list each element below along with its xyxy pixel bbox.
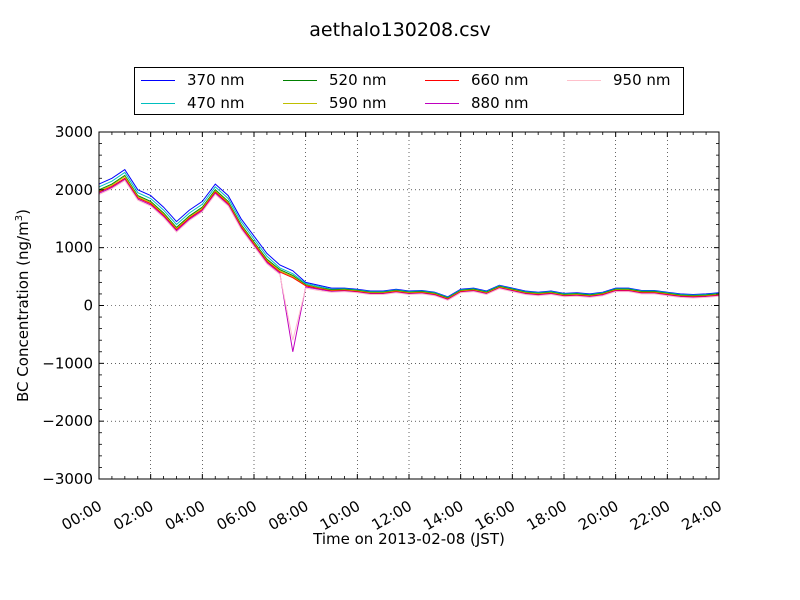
x-tick-label: 10:00	[317, 497, 363, 534]
series-line-470-nm	[98, 171, 720, 298]
x-tick-label: 08:00	[265, 497, 311, 534]
y-axis-label: BC Concentration (ng/m3)	[14, 209, 32, 402]
x-tick-label: 16:00	[472, 497, 518, 534]
chart-legend: 370 nm 470 nm 520 nm 590 nm 660 nm 880 nm 950 …	[134, 67, 684, 115]
y-tick-label: −1000	[42, 354, 93, 372]
x-tick-label: 24:00	[679, 497, 725, 534]
legend-swatch	[283, 80, 317, 81]
legend-label: 520 nm	[329, 71, 387, 89]
chart-title: aethalo130208.csv	[309, 19, 491, 41]
x-tick-label: 04:00	[162, 497, 208, 534]
legend-swatch	[425, 103, 459, 104]
y-tick-label: −3000	[42, 470, 93, 488]
y-tick-label: 0	[83, 297, 93, 315]
series-line-590-nm	[98, 175, 720, 300]
legend-label: 880 nm	[471, 94, 529, 112]
x-tick-label: 06:00	[214, 497, 260, 534]
y-tick-label: 2000	[55, 181, 93, 199]
x-tick-label: 18:00	[524, 497, 570, 534]
legend-swatch	[567, 80, 601, 81]
legend-swatch	[283, 103, 317, 104]
y-tick-label: 1000	[55, 239, 93, 257]
gridlines	[99, 132, 719, 479]
y-axis-label-main: BC Concentration (ng/m	[14, 221, 32, 402]
data-series	[98, 168, 720, 352]
series-line-520-nm	[98, 174, 720, 299]
y-tick-label: −2000	[42, 412, 93, 430]
series-line-370-nm	[98, 168, 720, 298]
y-axis-label-superscript: 3	[14, 215, 25, 221]
axis-ticks	[98, 131, 720, 480]
legend-label: 660 nm	[471, 71, 529, 89]
y-tick-label: 3000	[55, 123, 93, 141]
y-axis-label-end: )	[14, 209, 32, 215]
x-tick-label: 12:00	[369, 497, 415, 534]
legend-swatch	[425, 80, 459, 81]
x-tick-label: 14:00	[420, 497, 466, 534]
axis-tick-labels: 00:00 02:00 04:00 06:00 08:00 10:00 12:00 14:00…	[42, 123, 725, 534]
legend-swatch	[141, 103, 175, 104]
series-line-880-nm	[98, 178, 720, 352]
legend-label: 590 nm	[329, 94, 387, 112]
x-tick-label: 02:00	[110, 497, 156, 534]
series-line-950-nm	[98, 179, 720, 341]
legend-label: 470 nm	[187, 94, 245, 112]
x-tick-label: 20:00	[575, 497, 621, 534]
legend-swatch	[141, 80, 175, 81]
legend-label: 950 nm	[613, 71, 671, 89]
x-axis-label: Time on 2013-02-08 (JST)	[312, 530, 505, 548]
x-tick-label: 00:00	[59, 497, 105, 534]
legend-label: 370 nm	[187, 71, 245, 89]
x-tick-label: 22:00	[627, 497, 673, 534]
